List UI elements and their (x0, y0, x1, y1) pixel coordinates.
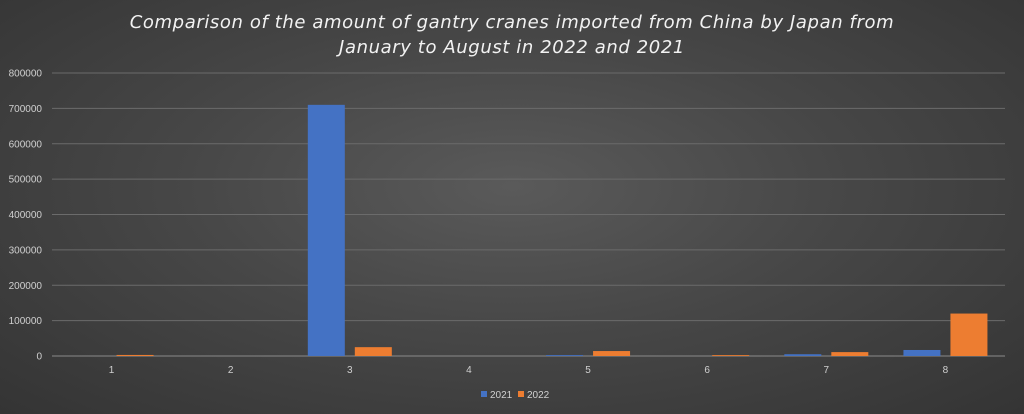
bar-2021-5 (546, 355, 584, 356)
legend-label: 2021 (490, 390, 513, 401)
bar-2022-1 (116, 354, 154, 356)
bar-2022-5 (593, 351, 631, 356)
y-tick-label: 300000 (9, 245, 43, 256)
bar-2022-3 (354, 347, 392, 356)
y-tick-label: 400000 (9, 210, 43, 221)
bar-2022-6 (712, 355, 750, 356)
bar-2022-7 (831, 352, 869, 356)
bar-2021-3 (307, 104, 345, 357)
legend-label: 2022 (527, 390, 550, 401)
y-tick-label: 600000 (9, 139, 43, 150)
chart-title: Comparison of the amount of gantry crane… (129, 12, 895, 58)
bar-2021-7 (784, 354, 822, 356)
gridlines (52, 72, 1005, 357)
x-tick-label: 5 (585, 365, 591, 376)
x-tick-label: 2 (228, 365, 234, 376)
y-axis-tick-labels: 0 100000 200000 300000 400000 500000 600000 700… (9, 69, 43, 363)
y-tick-label: 0 (36, 352, 42, 363)
bars (116, 104, 988, 357)
x-tick-label: 3 (347, 365, 353, 376)
bar-2022-8 (950, 313, 988, 356)
y-tick-label: 800000 (9, 69, 43, 80)
x-tick-label: 4 (466, 365, 472, 376)
y-tick-label: 700000 (9, 104, 43, 115)
legend-swatch (481, 391, 487, 397)
legend-item-2022: 2022 (518, 390, 550, 401)
y-tick-label: 500000 (9, 175, 43, 186)
x-tick-label: 6 (704, 365, 710, 376)
x-tick-label: 1 (109, 365, 115, 376)
x-tick-label: 7 (824, 365, 830, 376)
legend-item-2021: 2021 (481, 390, 513, 401)
x-axis-tick-labels: 1 2 3 4 5 6 7 8 (109, 365, 949, 376)
legend-swatch (518, 391, 524, 397)
y-tick-label: 100000 (9, 316, 43, 327)
x-tick-label: 8 (943, 365, 949, 376)
bar-2021-8 (903, 349, 941, 356)
y-tick-label: 200000 (9, 281, 43, 292)
legend: 2021 2022 (481, 390, 550, 401)
